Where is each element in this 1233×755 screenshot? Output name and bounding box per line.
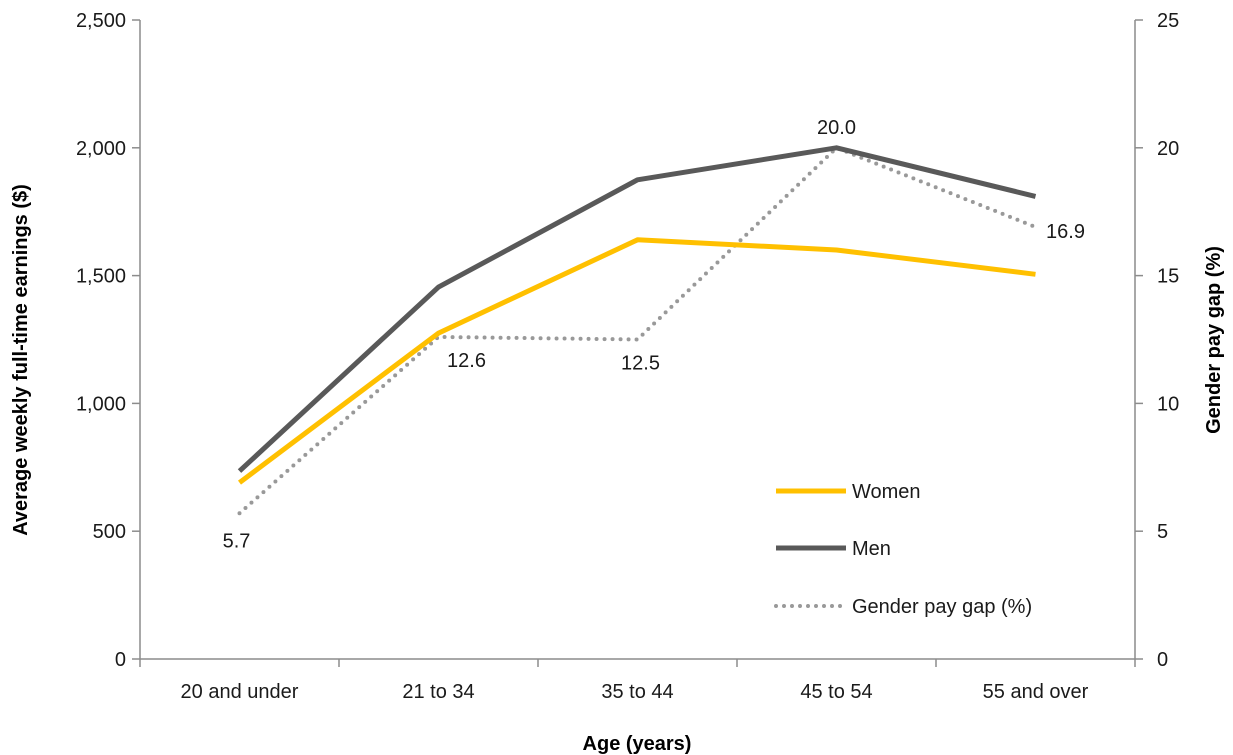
y-tick-label: 0 [115,649,126,671]
x-tick-label: 55 and over [983,681,1089,703]
y2-tick-label: 5 [1157,521,1168,543]
legend-label: Women [852,481,921,503]
y-tick-label: 2,000 [76,138,126,160]
y2-axis-title: Gender pay gap (%) [1203,246,1225,434]
x-tick-label: 35 to 44 [601,681,673,703]
y2-tick-label: 20 [1157,138,1179,160]
axes [139,20,1136,660]
y-tick-label: 2,500 [76,10,126,32]
ticks: 0 500 1,000 1,500 2,000 2,500 0 5 10 15 20 25 20 and… [76,10,1179,703]
y-tick-label: 1,000 [76,393,126,415]
x-tick-label: 21 to 34 [402,681,474,703]
series-line-women [237,237,1036,485]
y2-tick-label: 15 [1157,266,1179,288]
series-line-gender-pay-gap [237,145,1038,516]
gap-data-label: 16.9 [1046,221,1085,243]
legend-label: Gender pay gap (%) [852,596,1032,618]
gap-data-label: 20.0 [817,117,856,139]
y2-tick-label: 25 [1157,10,1179,32]
legend-label: Men [852,538,891,560]
y-tick-label: 1,500 [76,266,126,288]
legend: Women Men Gender pay gap (%) [774,481,1032,618]
y-tick-label: 500 [93,521,126,543]
y2-tick-label: 0 [1157,649,1168,671]
gap-data-label: 12.6 [447,350,486,372]
series-line-men [237,145,1037,473]
y-axis-title: Average weekly full-time earnings ($) [10,184,32,536]
x-tick-label: 45 to 54 [800,681,872,703]
x-tick-label: 20 and under [181,681,299,703]
gap-data-label: 5.7 [223,530,251,552]
series-lines [237,145,1038,516]
x-axis-title: Age (years) [583,733,692,755]
data-labels: 5.7 12.6 12.5 20.0 16.9 [223,117,1085,553]
y2-tick-label: 10 [1157,393,1179,415]
gap-data-label: 12.5 [621,353,660,375]
